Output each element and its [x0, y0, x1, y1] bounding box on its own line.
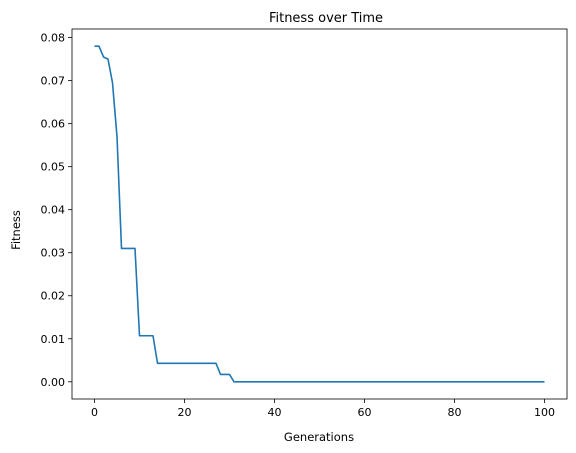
y-tick-label: 0.05 — [41, 161, 66, 174]
x-tick-label: 40 — [268, 406, 282, 419]
x-axis-ticks: 0 20 40 60 80 100 — [91, 399, 555, 419]
x-tick-label: 100 — [534, 406, 555, 419]
x-tick-label: 0 — [91, 406, 98, 419]
chart-title: Fitness over Time — [269, 11, 383, 26]
y-tick-label: 0.01 — [41, 333, 66, 346]
y-tick-label: 0.06 — [41, 118, 66, 131]
y-tick-label: 0.07 — [41, 75, 66, 88]
fitness-series-line — [94, 45, 545, 383]
x-tick-label: 60 — [358, 406, 372, 419]
x-tick-label: 80 — [448, 406, 462, 419]
y-tick-label: 0.00 — [41, 376, 66, 389]
y-tick-label: 0.02 — [41, 290, 66, 303]
y-axis-ticks: 0.00 0.01 0.02 0.03 0.04 0.05 0.06 0.07 0.08 — [41, 32, 72, 389]
y-tick-label: 0.04 — [41, 204, 66, 217]
plot-frame — [71, 28, 568, 400]
x-tick-label: 20 — [178, 406, 192, 419]
plot-area — [94, 45, 545, 383]
y-tick-label: 0.08 — [41, 32, 66, 45]
y-tick-label: 0.03 — [41, 247, 66, 260]
y-axis-label: Fitness — [9, 210, 23, 250]
x-axis-label: Generations — [284, 430, 354, 444]
